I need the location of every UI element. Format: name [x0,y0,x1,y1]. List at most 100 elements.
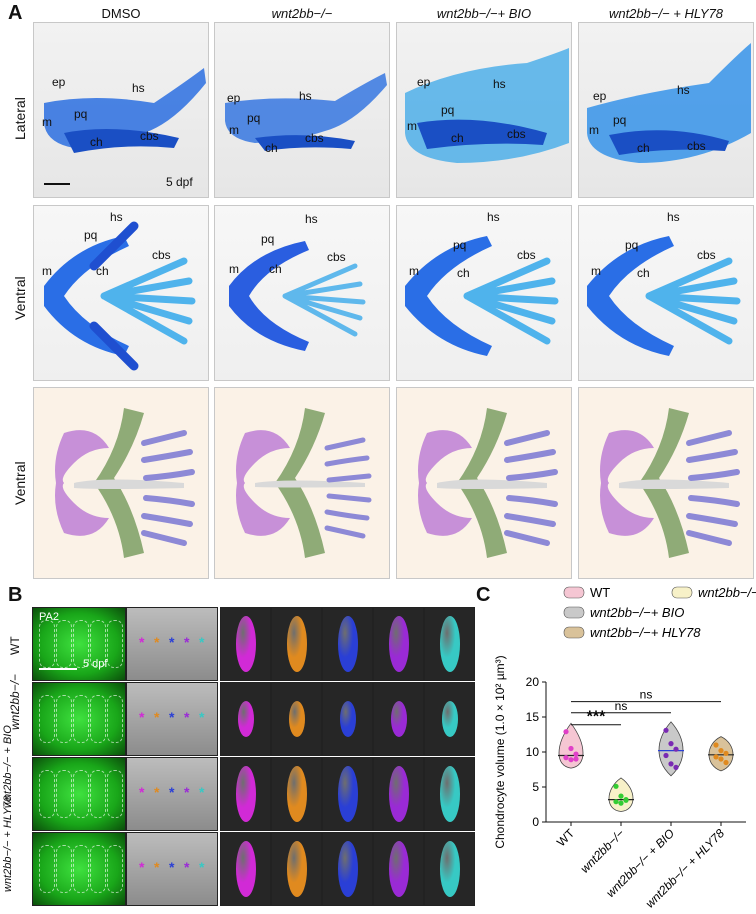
chondrocyte-cell [288,701,305,737]
row-label-ventral-schematic: Ventral [12,461,28,505]
chondrocyte-3d-render [373,682,424,756]
label-ch: ch [90,135,103,149]
lateral-photo-mutant: ep hs pq m ch cbs [214,22,390,198]
y-tick-label: 10 [526,745,540,759]
legend-swatch [563,626,585,639]
ventral-cartilage-stain [405,236,559,356]
data-point [563,755,569,761]
label-ch: ch [265,141,278,155]
col-header-mutant: wnt2bb−/− [271,6,333,21]
surface-render-image: * * * * * [126,757,218,831]
y-tick-label: 0 [532,815,539,829]
lateral-photo-dmso: ep hs pq m ch cbs 5 dpf [33,22,209,198]
schematic-mutant [214,387,390,579]
chondrocyte-3d-render [271,682,322,756]
chondrocyte-cell [439,841,460,897]
label-m: m [42,264,52,278]
chondrocyte-cell [337,766,358,822]
violin-body [658,721,684,777]
chondrocyte-cell [235,616,256,672]
fluorescent-cartilage-image [32,757,126,831]
ventral-cartilage-stain [44,221,196,371]
label-m: m [229,262,239,276]
data-point [618,800,624,806]
label-m: m [589,123,599,137]
data-point [613,799,619,805]
data-point [568,745,574,752]
cell-marker-asterisk: * [169,634,175,650]
chondrocyte-cell [439,616,460,672]
b-row-label-mutant-hly78: wnt2bb−/− + HLY78 [2,795,14,892]
cell-marker-asterisk: * [184,634,190,650]
label-m: m [409,264,419,278]
label-pq: pq [74,107,88,121]
label-pq: pq [247,111,261,125]
data-point [673,746,679,752]
y-axis-label: Chondrocyte volume (1.0 × 10² µm³) [493,655,507,848]
b-row-label-mutant: wnt2bb−/− [8,673,22,730]
label-ch: ch [451,131,464,145]
data-point [718,748,724,754]
panel-c-letter: C [476,584,491,606]
ventral-photo-mutant: hs pq m ch cbs [214,205,390,381]
chondrocyte-3d-render [322,757,373,831]
label-hs: hs [132,81,145,95]
cartilage-schematic [600,408,740,558]
stage-label: 5 dpf [166,175,193,189]
data-point [663,752,669,759]
chondrocyte-3d-render [424,832,475,906]
cell-marker-asterisk: * [154,859,160,875]
ventral-cartilage-stain [229,241,366,351]
lateral-photo-mutant-bio: ep hs pq m ch cbs [396,22,572,198]
x-tick-label: WT [554,826,578,850]
cell-marker-asterisk: * [169,709,175,725]
legend-label: wnt2bb−/−+ BIO [590,605,684,620]
label-m: m [42,115,52,129]
chondrocyte-cell [390,701,407,737]
cell-marker-asterisk: * [154,784,160,800]
data-point [573,751,579,757]
violin-body [708,736,734,772]
chondrocyte-cell [441,701,458,737]
lateral-cartilage-stain [587,43,751,163]
label-cbs: cbs [507,127,526,141]
label-pq: pq [625,238,639,252]
label-pq: pq [84,228,98,242]
label-ch: ch [269,262,282,276]
fluorescent-cartilage-image [32,832,126,906]
label-ch: ch [637,266,650,280]
schematic-mutant-hly78 [578,387,754,579]
chondrocyte-3d-render [220,757,271,831]
ventral-photo-mutant-hly78: hs pq m ch cbs [578,205,754,381]
legend-swatch [563,586,585,599]
significance-label: ns [615,699,628,713]
data-point [668,741,674,747]
cell-marker-asterisk: * [169,784,175,800]
data-point [713,742,719,748]
cell-marker-asterisk: * [139,859,145,875]
label-cbs: cbs [517,248,536,262]
fluorescent-cartilage-image [32,682,126,756]
cell-marker-asterisk: * [199,784,205,800]
cell-marker-asterisk: * [169,859,175,875]
cell-marker-asterisk: * [139,709,145,725]
col-header-mutant-bio: wnt2bb−/−+ BIO [436,6,532,21]
label-m: m [407,119,417,133]
data-point [623,797,629,803]
legend-label: wnt2bb−/−+ HLY78 [590,625,701,640]
label-hs: hs [305,212,318,226]
label-cbs: cbs [687,139,706,153]
data-point [668,761,674,767]
data-point [718,756,724,762]
data-point [613,783,619,789]
chondrocyte-3d-render [271,832,322,906]
data-point [618,793,624,799]
row-label-lateral: Lateral [12,97,28,140]
col-header-mutant-hly78: wnt2bb−/− + HLY78 [608,6,724,21]
surface-render-image: * * * * * [126,832,218,906]
cell-marker-asterisk: * [184,859,190,875]
chondrocyte-3d-render [322,607,373,681]
cell-marker-asterisk: * [199,859,205,875]
chondrocyte-cell [439,766,460,822]
